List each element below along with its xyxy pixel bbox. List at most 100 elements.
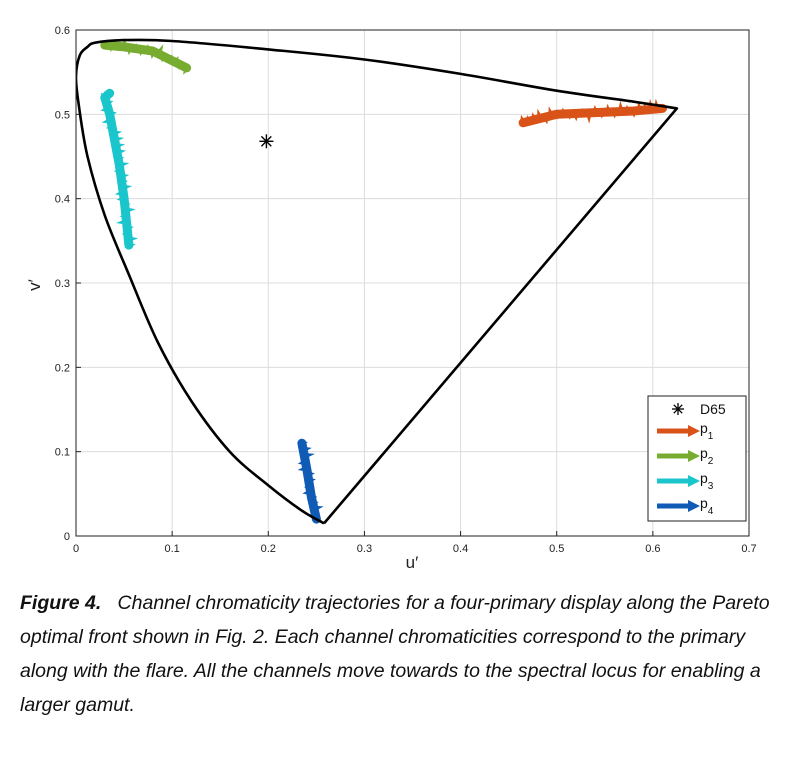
legend-label: p4 bbox=[700, 495, 714, 517]
legend-arrowhead bbox=[688, 425, 700, 437]
trajectory-arrow bbox=[617, 100, 624, 112]
y-tick-label: 0.3 bbox=[55, 278, 70, 290]
trajectory-arrow bbox=[560, 107, 567, 115]
y-axis-label: v′ bbox=[25, 279, 44, 291]
trajectory-arrow bbox=[566, 113, 573, 120]
trajectory-arrow bbox=[108, 45, 115, 52]
trajectory-arrow bbox=[100, 105, 109, 112]
trajectory-arrow bbox=[308, 477, 316, 484]
trajectory-arrow bbox=[132, 43, 139, 49]
trajectory-arrow bbox=[525, 115, 532, 123]
figure-caption: Figure 4. Channel chromaticity trajector… bbox=[20, 586, 790, 722]
y-tick-label: 0.6 bbox=[55, 25, 70, 37]
trajectory-arrow bbox=[302, 489, 312, 496]
x-tick-label: 0.3 bbox=[357, 543, 372, 555]
x-tick-label: 0.6 bbox=[645, 543, 660, 555]
trajectory-arrow bbox=[121, 38, 128, 48]
trajectory-arrow bbox=[116, 195, 125, 202]
x-tick-label: 0.5 bbox=[549, 543, 564, 555]
y-tick-label: 0 bbox=[64, 531, 70, 543]
trajectory-arrow bbox=[114, 190, 124, 196]
trajectory-arrow bbox=[537, 108, 543, 120]
trajectory-arrow bbox=[113, 136, 125, 143]
trajectory-arrow bbox=[155, 44, 164, 56]
trajectory-arrow bbox=[161, 55, 167, 63]
x-tick-label: 0.7 bbox=[741, 543, 756, 555]
series-p4 bbox=[297, 438, 324, 524]
trajectory-arrow bbox=[297, 459, 307, 466]
trajectories bbox=[100, 38, 667, 524]
series-p3 bbox=[100, 88, 139, 250]
legend-label: p1 bbox=[700, 420, 714, 442]
legend-label: D65 bbox=[700, 401, 726, 417]
trajectory-arrow bbox=[113, 167, 121, 174]
trajectory-arrow bbox=[128, 236, 139, 243]
trajectory-arrow bbox=[167, 54, 173, 61]
trajectory-arrow bbox=[572, 113, 579, 122]
legend-arrowhead bbox=[688, 475, 700, 487]
grid bbox=[75, 29, 750, 537]
trajectory-arrow bbox=[585, 112, 592, 124]
y-tick-label: 0.4 bbox=[55, 194, 70, 206]
trajectory-arrow bbox=[101, 117, 112, 124]
trajectory-arrow bbox=[312, 500, 319, 507]
series-p2 bbox=[100, 38, 192, 75]
legend-arrowhead bbox=[688, 450, 700, 462]
trajectory-arrow bbox=[307, 471, 315, 478]
trajectory-arrow bbox=[579, 107, 586, 114]
x-tick-label: 0.2 bbox=[261, 543, 276, 555]
trajectory-arrow bbox=[183, 66, 190, 75]
legend-arrowhead bbox=[688, 500, 700, 512]
trajectory-arrow bbox=[115, 143, 126, 149]
trajectory-arrow bbox=[100, 92, 108, 100]
trajectory-arrow bbox=[124, 201, 131, 208]
legend-label: p3 bbox=[700, 470, 714, 492]
chromaticity-chart: 0 0.1 0.2 0.3 0.4 0.5 0.6 0.7 00.10.20.30.40.50… bbox=[25, 25, 757, 572]
y-tick-label: 0.1 bbox=[55, 447, 70, 459]
trajectory-arrow bbox=[115, 218, 127, 225]
trajectory-arrow bbox=[178, 63, 184, 70]
caption-label: Figure 4. bbox=[20, 592, 102, 614]
legend-label: p2 bbox=[700, 445, 714, 467]
trajectory-arrow bbox=[302, 446, 312, 453]
trajectory-arrow bbox=[122, 184, 133, 191]
caption-text: Channel chromaticity trajectories for a … bbox=[20, 592, 770, 716]
trajectory-arrow bbox=[117, 155, 125, 162]
trajectory-arrow bbox=[108, 111, 117, 118]
trajectory-arrow bbox=[520, 114, 526, 124]
y-tick-label: 0.2 bbox=[55, 362, 70, 374]
legend-marker-d65 bbox=[672, 403, 684, 415]
trajectory-arrow bbox=[636, 100, 643, 111]
trajectory-arrow bbox=[105, 100, 114, 106]
marker-d65 bbox=[259, 134, 274, 149]
y-tick-labels: 0 0.1 0.2 0.3 0.4 0.5 0.6 bbox=[55, 25, 70, 543]
trajectory-arrow bbox=[542, 116, 549, 125]
trajectory-arrow bbox=[128, 242, 136, 248]
trajectory-arrow bbox=[103, 91, 110, 98]
trajectory-arrow bbox=[553, 114, 560, 120]
x-tick-label: 0.1 bbox=[164, 543, 179, 555]
trajectory-arrow bbox=[304, 483, 311, 490]
trajectory-arrow bbox=[303, 452, 315, 459]
trajectory-arrow bbox=[548, 106, 554, 117]
trajectory-arrow bbox=[121, 178, 128, 185]
trajectory-arrow bbox=[598, 112, 605, 119]
trajectory-arrow bbox=[310, 495, 318, 501]
y-tick-label: 0.5 bbox=[55, 109, 70, 121]
trajectory-arrow bbox=[125, 207, 136, 214]
x-tick-label: 0.4 bbox=[453, 543, 468, 555]
x-tick-labels: 0 0.1 0.2 0.3 0.4 0.5 0.6 0.7 bbox=[73, 543, 757, 555]
trajectory-arrow bbox=[592, 105, 599, 113]
trajectory-arrow bbox=[126, 47, 133, 56]
trajectory-arrow bbox=[642, 102, 649, 111]
trajectory-arrow bbox=[126, 224, 134, 231]
markers bbox=[259, 134, 274, 149]
trajectory-arrow bbox=[531, 112, 538, 121]
trajectory-arrow bbox=[118, 162, 130, 168]
series-p1 bbox=[518, 98, 667, 128]
trajectory-arrow bbox=[144, 44, 151, 51]
trajectory-arrow bbox=[172, 56, 179, 64]
trajectory-arrow bbox=[121, 230, 128, 237]
x-tick-label: 0 bbox=[73, 543, 79, 555]
trajectory-arrow bbox=[630, 110, 637, 118]
